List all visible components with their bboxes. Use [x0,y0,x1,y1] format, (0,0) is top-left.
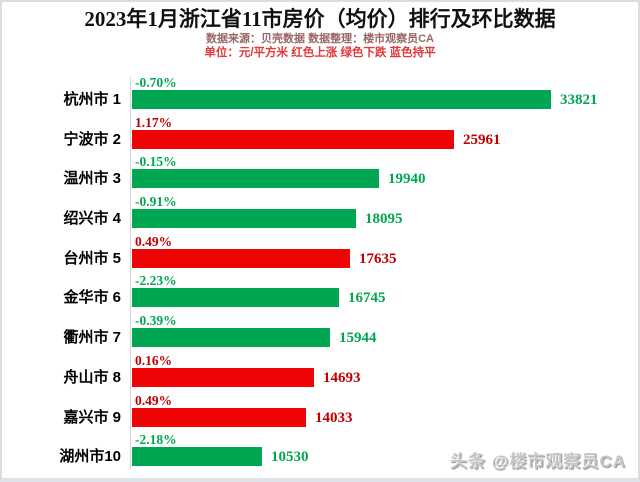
price-value-label: 19940 [388,171,426,188]
mom-change-label: -2.18% [135,432,177,448]
chart-row: 嘉兴市 9 0.49% 14033 [2,392,638,435]
chart-row: 绍兴市 4 -0.91% 18095 [2,194,638,236]
price-value-label: 14693 [323,369,361,386]
y-axis-line [130,77,131,469]
price-bar [132,209,356,229]
chart-row: 湖州市10 -2.18% 10530 [2,432,638,474]
price-value-label: 17635 [359,250,397,267]
mom-change-label: 0.16% [135,352,173,368]
city-rank-label: 金华市 6 [63,289,121,307]
price-bar [132,248,350,268]
mom-change-label: -0.39% [135,313,177,329]
chart-row: 温州市 3 -0.15% 19940 [2,154,638,196]
mom-change-label: 0.49% [135,392,173,408]
city-rank-label: 绍兴市 4 [63,210,121,228]
price-value-label: 18095 [365,211,403,228]
mom-change-label: 0.49% [135,233,173,249]
chart-row: 衢州市 7 -0.39% 15944 [2,313,638,355]
city-rank-label: 湖州市10 [59,448,121,466]
city-rank-label: 宁波市 2 [63,130,121,148]
price-value-label: 15944 [339,330,377,347]
chart-row: 台州市 5 0.49% 17635 [2,233,638,276]
city-rank-label: 舟山市 8 [63,368,121,386]
chart-row: 金华市 6 -2.23% 16745 [2,273,638,315]
city-rank-label: 温州市 3 [63,170,121,188]
mom-change-label: 1.17% [135,114,173,130]
mom-change-label: -2.23% [135,273,177,289]
price-value-label: 33821 [560,92,598,108]
chart-row: 宁波市 2 1.17% 25961 [2,114,638,157]
city-rank-label: 嘉兴市 9 [63,408,121,426]
price-bar [132,288,339,308]
price-bar [132,90,551,109]
price-bar [132,328,330,348]
mom-change-label: -0.91% [135,194,177,210]
price-bar [132,169,379,189]
bar-chart-rows: 杭州市 1 -0.70% 33821 宁波市 2 1.17% 25961 温州市 3 -0.1… [2,75,638,474]
data-source-line: 数据来源：贝壳数据 数据整理：楼市观察员CA [206,33,434,45]
price-bar [132,407,306,427]
price-bar [132,367,314,387]
price-value-label: 16745 [348,290,386,307]
toutiao-watermark: 头条 @楼市观察员CA [450,452,626,471]
price-bar [132,447,262,467]
chart-row: 舟山市 8 0.16% 14693 [2,352,638,395]
mom-change-label: -0.15% [135,154,177,170]
unit-legend-line: 单位：元/平方米 红色上涨 绿色下跌 蓝色持平 [204,47,436,59]
price-bar [132,129,454,149]
mom-change-label: -0.70% [135,75,177,90]
chart-row: 杭州市 1 -0.70% 33821 [2,75,638,117]
city-rank-label: 衢州市 7 [63,329,121,347]
page-title: 2023年1月浙江省11市房价（均价）排行及环比数据 [84,7,556,31]
city-rank-label: 台州市 5 [63,249,121,267]
price-value-label: 25961 [463,131,501,148]
price-value-label: 10530 [271,449,309,466]
price-value-label: 14033 [315,409,353,426]
city-rank-label: 杭州市 1 [63,91,121,108]
